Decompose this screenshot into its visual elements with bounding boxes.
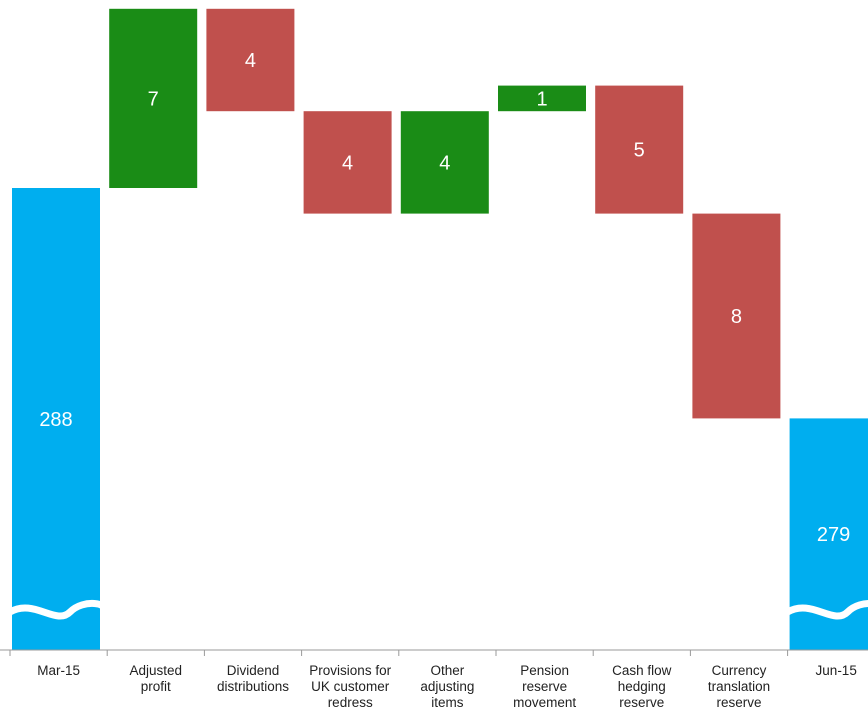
bar-value-label-8: 279 xyxy=(817,524,850,546)
x-tick-label-0: Mar-15 xyxy=(37,663,80,678)
bar-value-label-2: 4 xyxy=(245,50,256,72)
bar-total-0 xyxy=(12,188,100,650)
x-tick-label-8: Jun-15 xyxy=(816,663,857,678)
bar-value-label-0: 288 xyxy=(39,409,72,431)
bar-label-group: 288 7 4 4 4 1 5 8 279 xyxy=(39,50,850,546)
axis-break-group xyxy=(8,600,868,620)
bar-decrease-7 xyxy=(692,213,781,419)
bar-value-label-5: 1 xyxy=(536,88,547,110)
bar-increase-1 xyxy=(109,8,198,188)
bar-increase-5 xyxy=(498,85,586,112)
x-tick-label-3: Provisions for UK customer redress xyxy=(309,663,391,710)
bar-value-label-4: 4 xyxy=(439,152,450,174)
x-tick-label-4: Other adjusting items xyxy=(420,663,474,710)
bar-decrease-3 xyxy=(303,111,392,214)
axis-break-wave-8 xyxy=(785,600,868,620)
bar-decrease-2 xyxy=(206,8,295,112)
x-tick-label-2: Dividend distributions xyxy=(217,663,289,694)
bar-value-label-1: 7 xyxy=(148,88,159,110)
x-tick-label-1: Adjusted profit xyxy=(130,663,183,694)
x-tick-label-7: Currency translation reserve xyxy=(708,663,770,710)
axis-break-wave-0 xyxy=(8,600,107,620)
bar-value-label-7: 8 xyxy=(731,306,742,328)
bar-group xyxy=(12,8,868,650)
bar-decrease-6 xyxy=(595,85,684,214)
bar-increase-4 xyxy=(400,111,489,214)
x-tick-label-6: Cash flow hedging reserve xyxy=(612,663,672,710)
x-tick-label-group: Mar-15 Adjusted profit Dividend distribution… xyxy=(37,663,857,710)
bar-value-label-6: 5 xyxy=(634,140,645,162)
x-tick-label-5: Pension reserve movement xyxy=(513,663,576,710)
x-axis xyxy=(0,649,868,656)
bar-value-label-3: 4 xyxy=(342,152,353,174)
